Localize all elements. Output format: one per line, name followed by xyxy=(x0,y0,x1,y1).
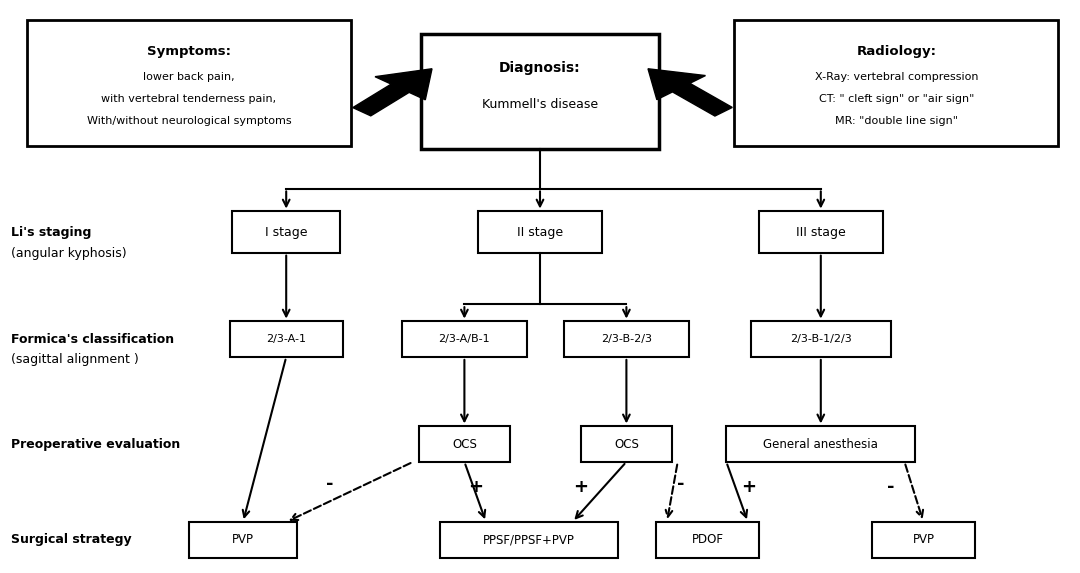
FancyBboxPatch shape xyxy=(27,20,351,146)
FancyBboxPatch shape xyxy=(232,211,340,253)
Text: Symptoms:: Symptoms: xyxy=(147,45,231,58)
Text: (sagittal alignment ): (sagittal alignment ) xyxy=(11,354,138,366)
Text: +: + xyxy=(741,478,756,496)
Text: -: - xyxy=(326,475,333,493)
FancyBboxPatch shape xyxy=(189,522,297,558)
Text: Surgical strategy: Surgical strategy xyxy=(11,533,132,546)
Text: +: + xyxy=(468,478,483,496)
Text: lower back pain,: lower back pain, xyxy=(144,72,234,83)
Text: with vertebral tenderness pain,: with vertebral tenderness pain, xyxy=(102,94,276,104)
Text: (angular kyphosis): (angular kyphosis) xyxy=(11,247,126,260)
FancyBboxPatch shape xyxy=(726,426,916,462)
Text: With/without neurological symptoms: With/without neurological symptoms xyxy=(86,116,292,126)
Text: MR: "double line sign": MR: "double line sign" xyxy=(835,116,958,126)
FancyBboxPatch shape xyxy=(873,522,974,558)
Text: Formica's classification: Formica's classification xyxy=(11,333,174,346)
Text: PVP: PVP xyxy=(232,533,254,546)
Text: 2/3-A-1: 2/3-A-1 xyxy=(266,334,307,344)
Text: Radiology:: Radiology: xyxy=(856,45,936,58)
Text: Kummell's disease: Kummell's disease xyxy=(482,98,598,111)
Text: -: - xyxy=(888,478,894,496)
Text: 2/3-B-1/2/3: 2/3-B-1/2/3 xyxy=(789,334,852,344)
FancyBboxPatch shape xyxy=(419,426,511,462)
Text: OCS: OCS xyxy=(613,438,639,450)
Text: OCS: OCS xyxy=(451,438,477,450)
Text: PPSF/PPSF+PVP: PPSF/PPSF+PVP xyxy=(483,533,576,546)
FancyBboxPatch shape xyxy=(402,321,527,357)
FancyBboxPatch shape xyxy=(564,321,689,357)
Text: Li's staging: Li's staging xyxy=(11,226,91,238)
Text: X-Ray: vertebral compression: X-Ray: vertebral compression xyxy=(814,72,978,83)
FancyBboxPatch shape xyxy=(230,321,343,357)
Text: General anesthesia: General anesthesia xyxy=(764,438,878,450)
FancyBboxPatch shape xyxy=(657,522,759,558)
Text: III stage: III stage xyxy=(796,226,846,238)
FancyBboxPatch shape xyxy=(734,20,1058,146)
Text: I stage: I stage xyxy=(265,226,308,238)
Text: +: + xyxy=(573,478,589,496)
Text: PDOF: PDOF xyxy=(691,533,724,546)
FancyArrow shape xyxy=(648,69,732,116)
Text: 2/3-B-2/3: 2/3-B-2/3 xyxy=(600,334,652,344)
Text: 2/3-A/B-1: 2/3-A/B-1 xyxy=(438,334,490,344)
FancyBboxPatch shape xyxy=(759,211,883,253)
FancyBboxPatch shape xyxy=(477,211,603,253)
Text: CT: " cleft sign" or "air sign": CT: " cleft sign" or "air sign" xyxy=(819,94,974,104)
Text: II stage: II stage xyxy=(517,226,563,238)
FancyArrow shape xyxy=(353,69,432,116)
FancyBboxPatch shape xyxy=(751,321,891,357)
FancyBboxPatch shape xyxy=(441,522,618,558)
FancyBboxPatch shape xyxy=(581,426,672,462)
Text: Preoperative evaluation: Preoperative evaluation xyxy=(11,438,180,450)
FancyBboxPatch shape xyxy=(421,34,659,149)
Text: PVP: PVP xyxy=(913,533,934,546)
Text: Diagnosis:: Diagnosis: xyxy=(499,61,581,74)
Text: -: - xyxy=(677,475,684,493)
